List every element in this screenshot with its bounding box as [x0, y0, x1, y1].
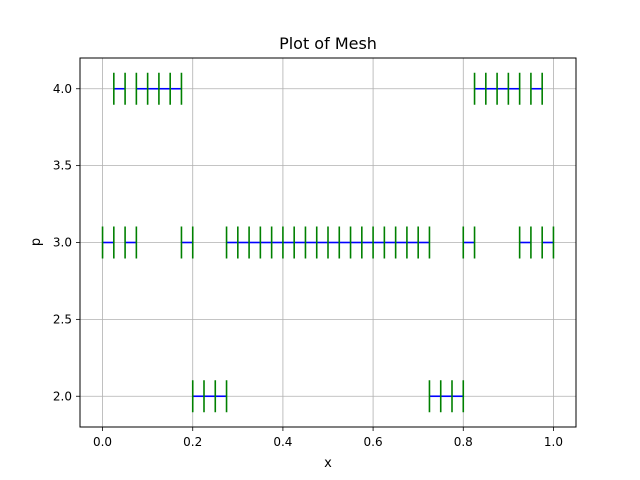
mesh-data [101, 72, 555, 413]
x-tick-label: 0.2 [183, 435, 202, 449]
x-tick-label: 1.0 [544, 435, 563, 449]
x-tick-label: 0.0 [93, 435, 112, 449]
y-tick-label: 4.0 [53, 82, 72, 96]
x-tick-label: 0.6 [364, 435, 383, 449]
x-tick-label: 0.4 [273, 435, 292, 449]
x-axis-label: x [324, 456, 332, 471]
y-tick-label: 3.5 [53, 159, 72, 173]
axis-ticks: 0.0 0.2 0.4 0.6 0.8 1.0 2.0 2.5 3.0 3.5 4.0 [53, 82, 563, 449]
y-axis-label: p [29, 238, 44, 246]
y-tick-label: 3.0 [53, 236, 72, 250]
y-tick-label: 2.0 [53, 389, 72, 403]
x-tick-label: 0.8 [454, 435, 473, 449]
y-tick-label: 2.5 [53, 312, 72, 326]
chart-title: Plot of Mesh [279, 34, 377, 53]
